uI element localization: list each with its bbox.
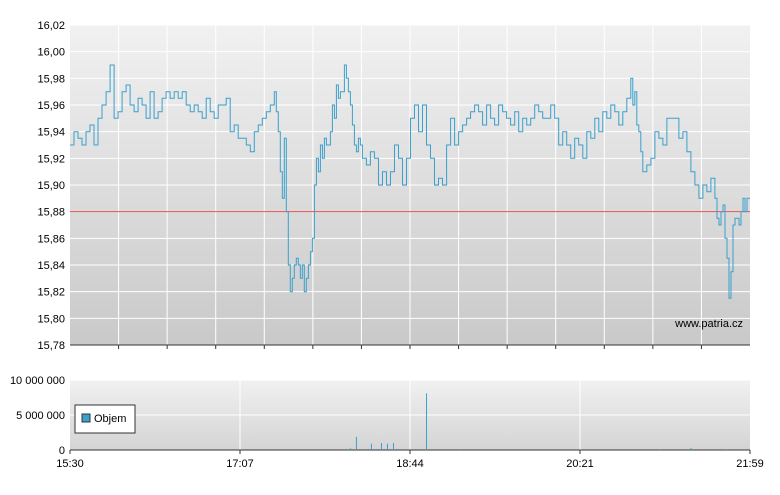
price-y-tick-label: 15,86	[37, 233, 65, 245]
time-axis-label: 20:21	[566, 458, 594, 470]
volume-y-axis: 10 000 000 5 000 000 0	[10, 375, 65, 457]
time-axis: 15:30 17:07 18:44 20:21 21:59	[56, 450, 764, 470]
price-y-tick-label: 15,94	[37, 127, 65, 139]
price-y-axis: 16,02 16,00 15,98 15,96 15,94 15,92 15,90 15,88…	[37, 20, 65, 352]
volume-bars	[324, 393, 727, 450]
price-series-line	[70, 64, 750, 299]
price-y-tick-label: 15,98	[37, 73, 65, 85]
price-y-tick-label: 15,82	[37, 287, 65, 299]
price-y-tick-label: 15,96	[37, 100, 65, 112]
volume-y-tick-label: 10 000 000	[10, 375, 65, 387]
time-axis-label: 18:44	[396, 458, 424, 470]
price-y-tick-label: 15,84	[37, 260, 65, 272]
legend-label: Objem	[94, 413, 126, 425]
price-y-tick-label: 16,00	[37, 47, 65, 59]
volume-y-tick-label: 0	[59, 445, 65, 457]
price-y-tick-label: 15,80	[37, 313, 65, 325]
price-y-tick-label: 15,78	[37, 340, 65, 352]
price-y-tick-label: 16,02	[37, 20, 65, 32]
time-axis-label: 15:30	[56, 458, 84, 470]
volume-legend: Objem	[74, 404, 136, 434]
price-x-ticks	[118, 345, 702, 349]
volume-y-tick-label: 5 000 000	[16, 410, 65, 422]
price-y-tick-label: 15,88	[37, 207, 65, 219]
legend-swatch	[81, 413, 91, 423]
time-axis-label: 21:59	[736, 458, 764, 470]
watermark: www.patria.cz	[674, 318, 743, 330]
price-y-tick-label: 15,90	[37, 180, 65, 192]
price-y-tick-label: 15,92	[37, 153, 65, 165]
time-axis-label: 17:07	[226, 458, 254, 470]
